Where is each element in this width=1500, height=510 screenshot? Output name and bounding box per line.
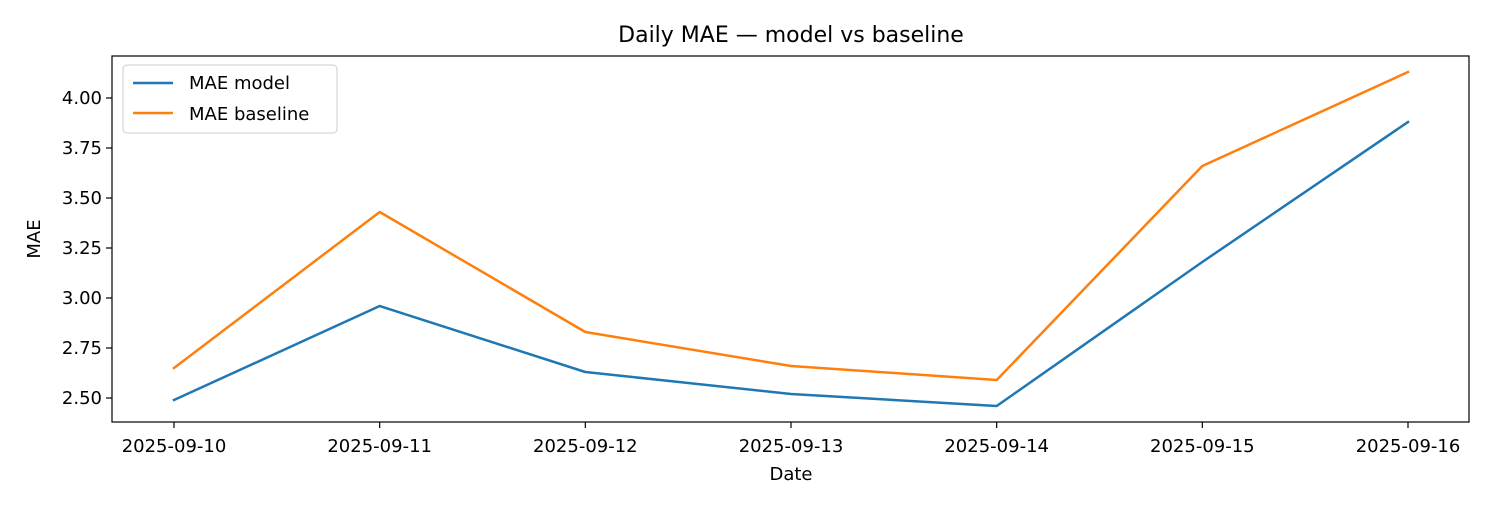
- x-axis-label: Date: [769, 464, 812, 485]
- x-tick-label: 2025-09-12: [533, 436, 638, 457]
- series-line-model: [172, 120, 1410, 408]
- y-tick-label: 3.25: [62, 238, 102, 259]
- x-tick-label: 2025-09-13: [739, 436, 844, 457]
- y-tick-label: 2.50: [62, 388, 102, 409]
- series-line-baseline: [172, 70, 1410, 382]
- x-tick-label: 2025-09-10: [122, 436, 227, 457]
- x-tick-label: 2025-09-15: [1150, 436, 1255, 457]
- y-tick-label: 3.00: [62, 288, 102, 309]
- chart-title: Daily MAE — model vs baseline: [618, 23, 964, 48]
- y-tick-label: 3.50: [62, 188, 102, 209]
- x-axis: 2025-09-10 2025-09-11 2025-09-12 2025-09-13…: [122, 422, 1461, 457]
- legend-label-baseline: MAE baseline: [189, 104, 309, 125]
- y-axis: 2.50 2.75 3.00 3.25 3.50 3.75 4.00: [62, 88, 112, 409]
- y-tick-label: 2.75: [62, 338, 102, 359]
- plot-area: [111, 55, 1470, 423]
- x-tick-label: 2025-09-14: [944, 436, 1049, 457]
- y-tick-label: 4.00: [62, 88, 102, 109]
- y-axis-label: MAE: [24, 219, 45, 258]
- series-layer: [172, 70, 1410, 408]
- legend-box: [122, 64, 338, 134]
- legend: MAE model MAE baseline: [122, 64, 338, 134]
- x-tick-label: 2025-09-16: [1356, 436, 1461, 457]
- y-tick-label: 3.75: [62, 138, 102, 159]
- x-tick-label: 2025-09-11: [327, 436, 432, 457]
- legend-label-model: MAE model: [189, 73, 290, 94]
